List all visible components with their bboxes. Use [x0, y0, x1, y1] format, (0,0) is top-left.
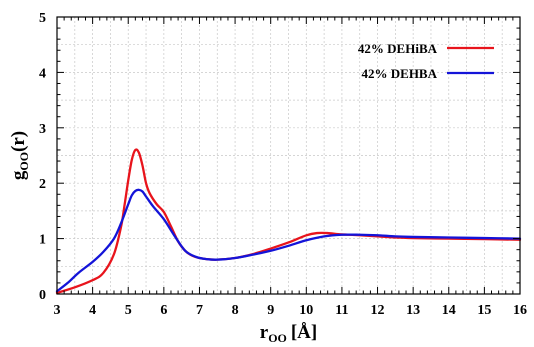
x-tick-label: 3	[54, 303, 61, 318]
y-tick-label: 3	[39, 122, 46, 137]
y-tick-label: 4	[39, 66, 46, 81]
x-tick-label: 4	[89, 303, 96, 318]
y-tick-label: 5	[39, 11, 46, 26]
x-tick-label: 13	[406, 303, 420, 318]
x-tick-label: 5	[125, 303, 132, 318]
x-tick-label: 12	[371, 303, 385, 318]
x-axis-label: rOO [Å]	[260, 322, 318, 345]
x-tick-label: 7	[196, 303, 203, 318]
y-axis-label: gOO(r)	[8, 131, 31, 180]
y-axis-label-sub: OO	[17, 152, 31, 171]
x-tick-label: 11	[335, 303, 348, 318]
x-tick-label: 14	[442, 303, 456, 318]
series-line-1	[55, 188, 522, 293]
x-axis-label-sub: OO	[268, 331, 287, 345]
y-tick-label: 2	[39, 177, 46, 192]
y-tick-label: 0	[39, 288, 46, 303]
legend: 42% DEHiBA 42% DEHBA	[358, 41, 494, 81]
x-axis-label-unit: [Å]	[291, 322, 317, 343]
legend-label-1: 42% DEHBA	[362, 66, 438, 81]
legend-label-0: 42% DEHiBA	[358, 41, 438, 56]
x-tick-label: 6	[160, 303, 167, 318]
x-axis-label-main: r	[260, 322, 269, 343]
x-tick-label: 16	[513, 303, 527, 318]
x-tick-label: 8	[232, 303, 239, 318]
x-tick-label: 10	[299, 303, 313, 318]
grid	[57, 17, 520, 294]
series-lines	[55, 148, 522, 295]
y-axis-label-rest: (r)	[8, 131, 29, 152]
plot-frame	[56, 16, 521, 295]
y-tick-label: 1	[39, 233, 46, 248]
x-tick-label: 15	[477, 303, 491, 318]
x-tick-label: 9	[267, 303, 274, 318]
y-axis-label-main: g	[8, 170, 29, 180]
